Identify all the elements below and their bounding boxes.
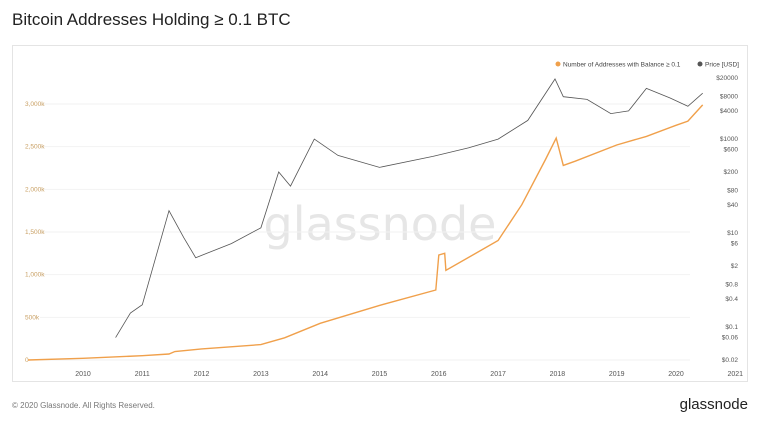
left-tick-label: 2,000k bbox=[25, 186, 45, 193]
x-tick-label: 2018 bbox=[550, 371, 566, 378]
series-line-0 bbox=[27, 104, 704, 361]
glassnode-logo: glassnode bbox=[679, 396, 748, 413]
chart-panel bbox=[12, 45, 748, 382]
right-tick-label: $0.02 bbox=[722, 357, 739, 364]
x-tick-label: 2016 bbox=[431, 371, 447, 378]
left-tick-label: 1,500k bbox=[25, 229, 45, 236]
x-tick-label: 2012 bbox=[194, 371, 210, 378]
right-tick-label: $600 bbox=[724, 147, 739, 154]
copyright: © 2020 Glassnode. All Rights Reserved. bbox=[12, 401, 155, 410]
x-tick-label: 2010 bbox=[75, 371, 91, 378]
right-tick-label: $20000 bbox=[716, 75, 738, 82]
right-tick-label: $8000 bbox=[720, 94, 738, 101]
right-tick-label: $0.1 bbox=[725, 324, 738, 331]
left-tick-label: 0 bbox=[25, 357, 29, 364]
series-line-1 bbox=[115, 78, 703, 338]
x-tick-label: 2020 bbox=[668, 371, 684, 378]
left-tick-label: 2,500k bbox=[25, 144, 45, 151]
x-tick-label: 2014 bbox=[312, 371, 328, 378]
x-tick-label: 2019 bbox=[609, 371, 625, 378]
legend-label-price: Price [USD] bbox=[705, 62, 739, 69]
x-tick-label: 2017 bbox=[490, 371, 506, 378]
x-tick-label: 2015 bbox=[372, 371, 388, 378]
left-tick-label: 1,000k bbox=[25, 272, 45, 279]
x-tick-label: 2013 bbox=[253, 371, 269, 378]
right-tick-label: $0.06 bbox=[722, 335, 739, 342]
legend-marker-price bbox=[697, 61, 703, 67]
legend-marker-addresses bbox=[555, 61, 561, 67]
right-tick-label: $0.4 bbox=[725, 296, 738, 303]
left-tick-label: 3,000k bbox=[25, 101, 45, 108]
chart-title: Bitcoin Addresses Holding ≥ 0.1 BTC bbox=[12, 10, 291, 29]
watermark: glassnode bbox=[264, 197, 497, 251]
right-tick-label: $1000 bbox=[720, 136, 738, 143]
x-tick-label: 2021 bbox=[728, 371, 744, 378]
right-tick-label: $200 bbox=[724, 169, 739, 176]
x-tick-label: 2011 bbox=[135, 371, 150, 378]
right-tick-label: $40 bbox=[727, 202, 738, 209]
right-tick-label: $2 bbox=[731, 263, 739, 270]
right-tick-label: $4000 bbox=[720, 108, 738, 115]
left-tick-label: 500k bbox=[25, 314, 40, 321]
right-tick-label: $6 bbox=[731, 241, 739, 248]
right-tick-label: $10 bbox=[727, 230, 738, 237]
right-tick-label: $80 bbox=[727, 188, 738, 195]
right-tick-label: $0.8 bbox=[725, 282, 738, 289]
legend-label-addresses: Number of Addresses with Balance ≥ 0.1 bbox=[563, 62, 681, 69]
